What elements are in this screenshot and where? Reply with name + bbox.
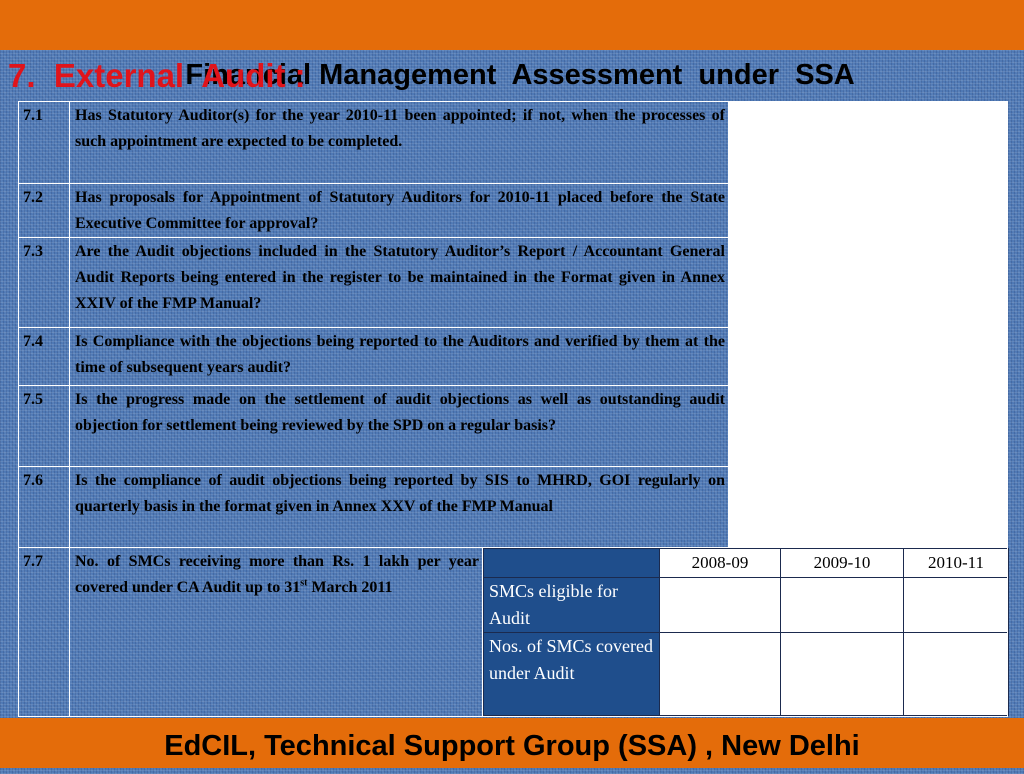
row-number: 7.2 — [18, 183, 70, 238]
year-header: 2010-11 — [903, 548, 1009, 578]
table-row: 7.4 Is Compliance with the objections be… — [18, 327, 1008, 386]
year-header: 2009-10 — [780, 548, 904, 578]
table-row: 7.3 Are the Audit objections included in… — [18, 237, 1008, 328]
value-cell[interactable] — [903, 632, 1009, 716]
row-number: 7.1 — [18, 101, 70, 184]
answer-cell[interactable] — [728, 183, 1008, 238]
year-header: 2008-09 — [659, 548, 781, 578]
subtable-corner — [483, 548, 660, 578]
table-row: 7.6 Is the compliance of audit objection… — [18, 466, 1008, 548]
slide-title: Financial Management Assessment under SS… — [185, 59, 855, 91]
table-row: 7.1 Has Statutory Auditor(s) for the yea… — [18, 101, 1008, 184]
row-number: 7.5 — [18, 385, 70, 467]
value-cell[interactable] — [780, 577, 904, 633]
subtable-header-row: 2008-09 2009-10 2010-11 — [483, 548, 1009, 578]
row-number: 7.7 — [18, 547, 70, 717]
row-question: No. of SMCs receiving more than Rs. 1 la… — [69, 547, 483, 717]
row-number: 7.4 — [18, 327, 70, 386]
value-cell[interactable] — [659, 632, 781, 716]
answer-cell[interactable] — [728, 237, 1008, 328]
row-number: 7.3 — [18, 237, 70, 328]
value-cell[interactable] — [780, 632, 904, 716]
slide-title-bar: Financial Management Assessment under SS… — [0, 0, 1024, 91]
subtable-row: Nos. of SMCs covered under Audit — [483, 632, 1009, 716]
smc-audit-subtable: 2008-09 2009-10 2010-11 SMCs eligible fo… — [483, 548, 1009, 716]
row-label-smcs-eligible: SMCs eligible for Audit — [483, 577, 660, 633]
section-heading: 7. External Audit : — [8, 57, 306, 94]
superscript-st: st — [300, 577, 308, 589]
row-question: Has Statutory Auditor(s) for the year 20… — [69, 101, 729, 184]
row-question: Is Compliance with the objections being … — [69, 327, 729, 386]
table-row: 7.2 Has proposals for Appointment of Sta… — [18, 183, 1008, 238]
value-cell[interactable] — [659, 577, 781, 633]
answer-cell[interactable] — [728, 101, 1008, 184]
row-question: Is the compliance of audit objections be… — [69, 466, 729, 548]
question-text-end: March 2011 — [307, 579, 393, 596]
row-question: Are the Audit objections included in the… — [69, 237, 729, 328]
table-row: 7.5 Is the progress made on the settleme… — [18, 385, 1008, 467]
answer-cell[interactable] — [728, 385, 1008, 467]
external-audit-table: 7.1 Has Statutory Auditor(s) for the yea… — [18, 101, 1009, 717]
value-cell[interactable] — [903, 577, 1009, 633]
answer-cell[interactable] — [728, 327, 1008, 386]
row-question: Is the progress made on the settlement o… — [69, 385, 729, 467]
row-label-smcs-covered: Nos. of SMCs covered under Audit — [483, 632, 660, 716]
question-text: No. of SMCs receiving more than Rs. 1 la… — [75, 553, 479, 596]
row-question: Has proposals for Appointment of Statuto… — [69, 183, 729, 238]
answer-cell[interactable] — [728, 466, 1008, 548]
subtable-row: SMCs eligible for Audit — [483, 577, 1009, 633]
table-row: 7.7 No. of SMCs receiving more than Rs. … — [18, 547, 1009, 717]
smc-audit-subtable-cell: 2008-09 2009-10 2010-11 SMCs eligible fo… — [482, 547, 1009, 717]
row-number: 7.6 — [18, 466, 70, 548]
footer-text: EdCIL, Technical Support Group (SSA) , N… — [164, 730, 860, 762]
footer-bar: EdCIL, Technical Support Group (SSA) , N… — [0, 718, 1024, 768]
